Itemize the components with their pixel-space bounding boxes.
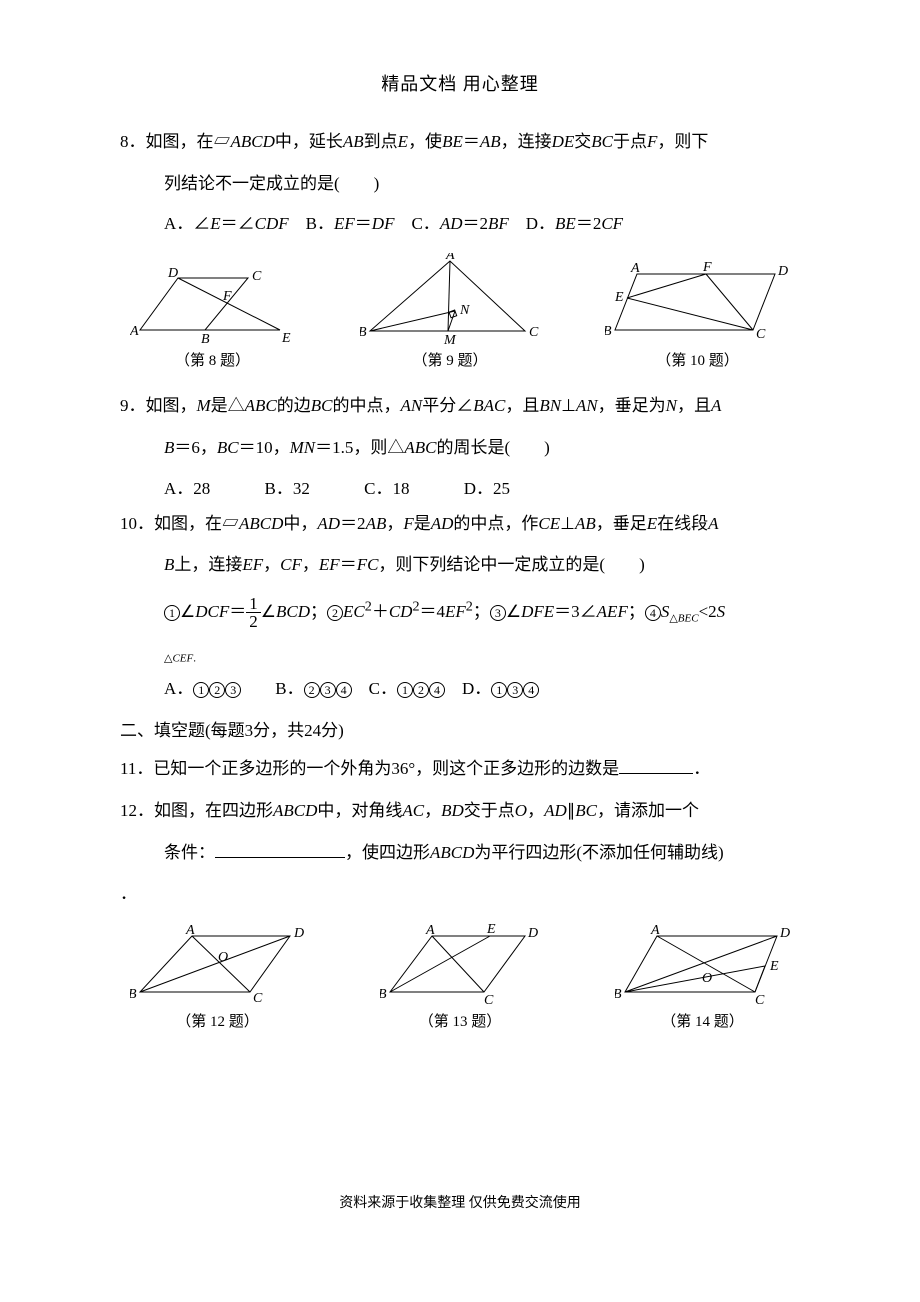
svg-text:D: D [777,264,788,279]
q8-opts: A．∠E＝∠CDF B．EF＝DF C．AD＝2BF D．BE＝2CF [120,207,800,241]
q9-num: 9． [120,388,146,424]
svg-text:E: E [614,290,624,305]
q9-opt-d: D．25 [464,472,510,506]
q10-text1: 如图，在▱ABCD中，AD＝2AB，F是AD的中点，作CE⊥AB，垂足E在线段A [154,514,719,533]
svg-text:D: D [779,926,790,941]
q10-opts: A．123 B．234 C．124 D．134 [120,672,800,706]
q11-text: 已知一个正多边形的一个外角为36°，则这个正多边形的边数是． [153,759,710,778]
q11-line: 11．已知一个正多边形的一个外角为36°，则这个正多边形的边数是． [120,751,800,787]
q10-mid1b: ∠BCD；2EC2＋CD2＝4EF2；3∠DFE＝3∠AEF；4S△BEC<2S [261,602,725,621]
q10-mid1: 1∠DCF＝ [164,602,246,621]
svg-text:C: C [529,325,539,340]
fig9-caption: （第 9 题） [360,349,540,370]
fig10-caption: （第 10 题） [605,349,790,370]
svg-text:E: E [486,924,496,937]
q8-line1: 8．如图，在▱ABCD中，延长AB到点E，使BE＝AB，连接DE交BC于点F，则… [120,124,800,160]
svg-text:O: O [218,950,228,965]
svg-text:A: A [445,253,455,263]
fig8: A B C D E F （第 8 题） [130,260,295,370]
fig12-svg: A D B C O [130,924,305,1006]
page-header: 精品文档 用心整理 [120,70,800,96]
q9-opt-b: B．32 [265,472,310,506]
q11-num: 11． [120,751,153,787]
q9-opts: A．28 B．32 C．18 D．25 [120,472,800,506]
svg-text:B: B [201,332,210,345]
q12-line1: 12．如图，在四边形ABCD中，对角线AC，BD交于点O，AD∥BC，请添加一个 [120,793,800,829]
q10-mid2: △CEF. [120,639,800,672]
q12-num: 12． [120,793,154,829]
svg-text:A: A [630,261,640,276]
svg-text:O: O [702,971,712,986]
svg-text:E: E [769,959,779,974]
page: 精品文档 用心整理 8．如图，在▱ABCD中，延长AB到点E，使BE＝AB，连接… [0,0,920,1089]
q9-line2: B＝6，BC＝10，MN＝1.5，则△ABC的周长是( ) [120,430,800,466]
svg-text:C: C [253,991,263,1006]
section-2-title: 二、填空题(每题3分，共24分) [120,716,800,741]
figure-row-2: A D B C O （第 12 题） A D E B C （第 13 题） A D B C E O （第 … [120,924,800,1031]
q8-line2: 列结论不一定成立的是( ) [120,166,800,202]
fig10: A D B C E F （第 10 题） [605,260,790,370]
svg-text:B: B [130,987,137,1002]
q12-line2: 条件：，使四边形ABCD为平行四边形(不添加任何辅助线) [120,835,800,871]
svg-text:C: C [755,993,765,1006]
svg-text:C: C [252,269,262,284]
fig12: A D B C O （第 12 题） [130,924,305,1031]
svg-text:D: D [527,926,538,941]
fig14: A D B C E O （第 14 题） [615,924,790,1031]
fig8-caption: （第 8 题） [130,349,295,370]
svg-text:A: A [425,924,435,938]
fig9-svg: A B C M N [360,253,540,345]
q10-line1: 10．如图，在▱ABCD中，AD＝2AB，F是AD的中点，作CE⊥AB，垂足E在… [120,506,800,542]
page-footer: 资料来源于收集整理 仅供免费交流使用 [0,1192,920,1212]
q8-num: 8． [120,124,146,160]
svg-text:C: C [756,327,766,342]
svg-text:D: D [293,926,304,941]
q10-num: 10． [120,506,154,542]
q9-opt-a: A．28 [164,472,210,506]
fig13-svg: A D E B C [380,924,540,1006]
q9-opt-c: C．18 [364,472,409,506]
fig14-svg: A D B C E O [615,924,790,1006]
q10-cond: 1∠DCF＝12∠BCD；2EC2＋CD2＝4EF2；3∠DFE＝3∠AEF；4… [120,589,800,633]
q9-text1: 如图，M是△ABC的边BC的中点，AN平分∠BAC，且BN⊥AN，垂足为N，且A [146,396,722,415]
svg-text:B: B [615,987,622,1002]
svg-text:N: N [459,303,470,318]
figure-row-1: A B C D E F （第 8 题） A B C M N （第 9 题） A D B C E F （第 1… [120,253,800,370]
svg-text:B: B [380,987,387,1002]
svg-text:A: A [185,924,195,938]
fig13-caption: （第 13 题） [380,1010,540,1031]
svg-text:C: C [484,993,494,1006]
q12-line3: ． [120,876,800,912]
q12-text1: 如图，在四边形ABCD中，对角线AC，BD交于点O，AD∥BC，请添加一个 [154,801,699,820]
svg-text:A: A [650,924,660,938]
svg-text:B: B [605,324,612,339]
svg-text:E: E [281,331,291,345]
fig12-caption: （第 12 题） [130,1010,305,1031]
svg-text:B: B [360,325,367,340]
fig13: A D E B C （第 13 题） [380,924,540,1031]
q10-line2: B上，连接EF，CF，EF＝FC，则下列结论中一定成立的是( ) [120,547,800,583]
svg-text:D: D [167,266,178,281]
frac-half: 12 [246,595,261,630]
fig8-svg: A B C D E F [130,260,295,345]
svg-text:F: F [222,289,232,304]
fig9: A B C M N （第 9 题） [360,253,540,370]
svg-text:F: F [702,260,712,275]
q9-line1: 9．如图，M是△ABC的边BC的中点，AN平分∠BAC，且BN⊥AN，垂足为N，… [120,388,800,424]
svg-text:M: M [443,333,457,345]
svg-text:A: A [130,324,139,339]
fig14-caption: （第 14 题） [615,1010,790,1031]
q8-text1: 如图，在▱ABCD中，延长AB到点E，使BE＝AB，连接DE交BC于点F，则下 [146,132,709,151]
fig10-svg: A D B C E F [605,260,790,345]
